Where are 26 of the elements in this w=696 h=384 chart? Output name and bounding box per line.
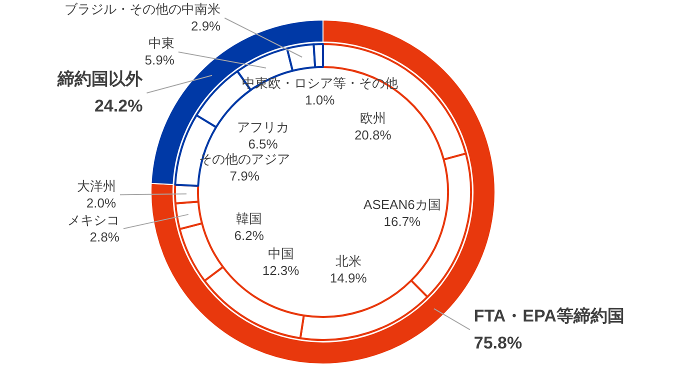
data-label: 6.5% xyxy=(248,136,278,152)
data-label: 75.8% xyxy=(474,333,522,352)
data-label: 1.0% xyxy=(305,92,336,108)
slice-label: 締約国以外 xyxy=(56,70,144,89)
data-label: 20.8% xyxy=(354,128,392,143)
data-label: 7.9% xyxy=(230,168,260,184)
slice-label: 中国 xyxy=(268,246,294,261)
slice-label: 北米 xyxy=(335,254,362,269)
slice-label: 大洋州 xyxy=(77,178,116,194)
slice-label: 韓国 xyxy=(236,211,262,226)
slice-label: 中東 xyxy=(148,36,174,51)
slice-label: アフリカ xyxy=(237,120,290,135)
data-label: 24.2% xyxy=(94,96,143,116)
data-label: 5.9% xyxy=(144,52,175,68)
data-label: 16.7% xyxy=(384,214,422,229)
data-label: 6.2% xyxy=(234,228,264,244)
data-label: 14.9% xyxy=(330,270,368,286)
slice-label: ブラジル・その他の中南米 xyxy=(64,2,221,17)
data-label: 12.3% xyxy=(262,262,300,278)
slice-label: FTA・EPA等締約国 xyxy=(474,306,624,326)
data-label: 2.8% xyxy=(90,229,120,244)
data-label: 2.9% xyxy=(190,18,222,34)
slice-label: ASEAN6カ国 xyxy=(364,196,441,212)
slice-label: 欧州 xyxy=(360,110,386,126)
data-label: 2.0% xyxy=(86,195,116,210)
slice-label: メキシコ xyxy=(67,212,120,228)
